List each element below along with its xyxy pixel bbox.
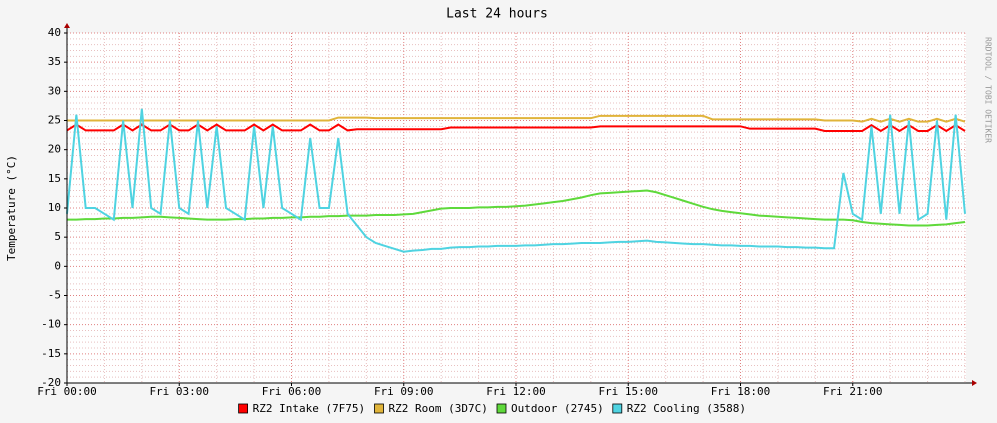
- legend-swatch: [238, 403, 249, 414]
- legend-label: RZ2 Intake (7F75): [253, 402, 366, 415]
- y-tick-label: -10: [41, 318, 61, 331]
- x-tick-label: Fri 18:00: [711, 385, 771, 398]
- x-axis-arrow: [972, 380, 977, 386]
- x-tick-label: Fri 00:00: [37, 385, 97, 398]
- series-line: [67, 114, 966, 123]
- y-tick-label: -15: [41, 347, 61, 360]
- legend-label: Outdoor (2745): [511, 402, 604, 415]
- y-axis-arrow: [64, 23, 70, 28]
- legend-swatch: [496, 403, 507, 414]
- x-tick-label: Fri 09:00: [374, 385, 434, 398]
- x-tick-label: Fri 06:00: [262, 385, 322, 398]
- x-tick-label: Fri 15:00: [598, 385, 658, 398]
- y-tick-label: -5: [48, 289, 61, 302]
- series-line: [66, 108, 966, 253]
- y-tick-label: -20: [41, 376, 61, 389]
- y-tick-label: 20: [48, 143, 61, 156]
- series-line: [67, 189, 966, 227]
- series-line: [66, 123, 966, 133]
- y-tick-label: 30: [48, 84, 61, 97]
- y-tick-label: 5: [54, 230, 61, 243]
- x-tick-label: Fri 21:00: [823, 385, 883, 398]
- y-tick-label: 0: [54, 259, 61, 272]
- y-tick-label: 40: [48, 26, 61, 39]
- watermark: RRDTOOL / TOBI OETIKER: [984, 37, 993, 143]
- y-tick-label: 15: [48, 172, 61, 185]
- y-tick-label: 10: [48, 201, 61, 214]
- y-tick-label: 25: [48, 114, 61, 127]
- chart-title: Last 24 hours: [446, 7, 548, 22]
- x-tick-label: Fri 03:00: [149, 385, 209, 398]
- x-tick-label: Fri 12:00: [486, 385, 546, 398]
- legend-swatch: [374, 403, 384, 414]
- y-tick-label: 35: [48, 55, 61, 68]
- legend-label: RZ2 Room (3D7C): [389, 402, 488, 415]
- legend-label: RZ2 Cooling (3588): [627, 402, 746, 415]
- y-axis-label: Temperature (°C): [5, 155, 18, 261]
- legend-swatch: [612, 403, 623, 414]
